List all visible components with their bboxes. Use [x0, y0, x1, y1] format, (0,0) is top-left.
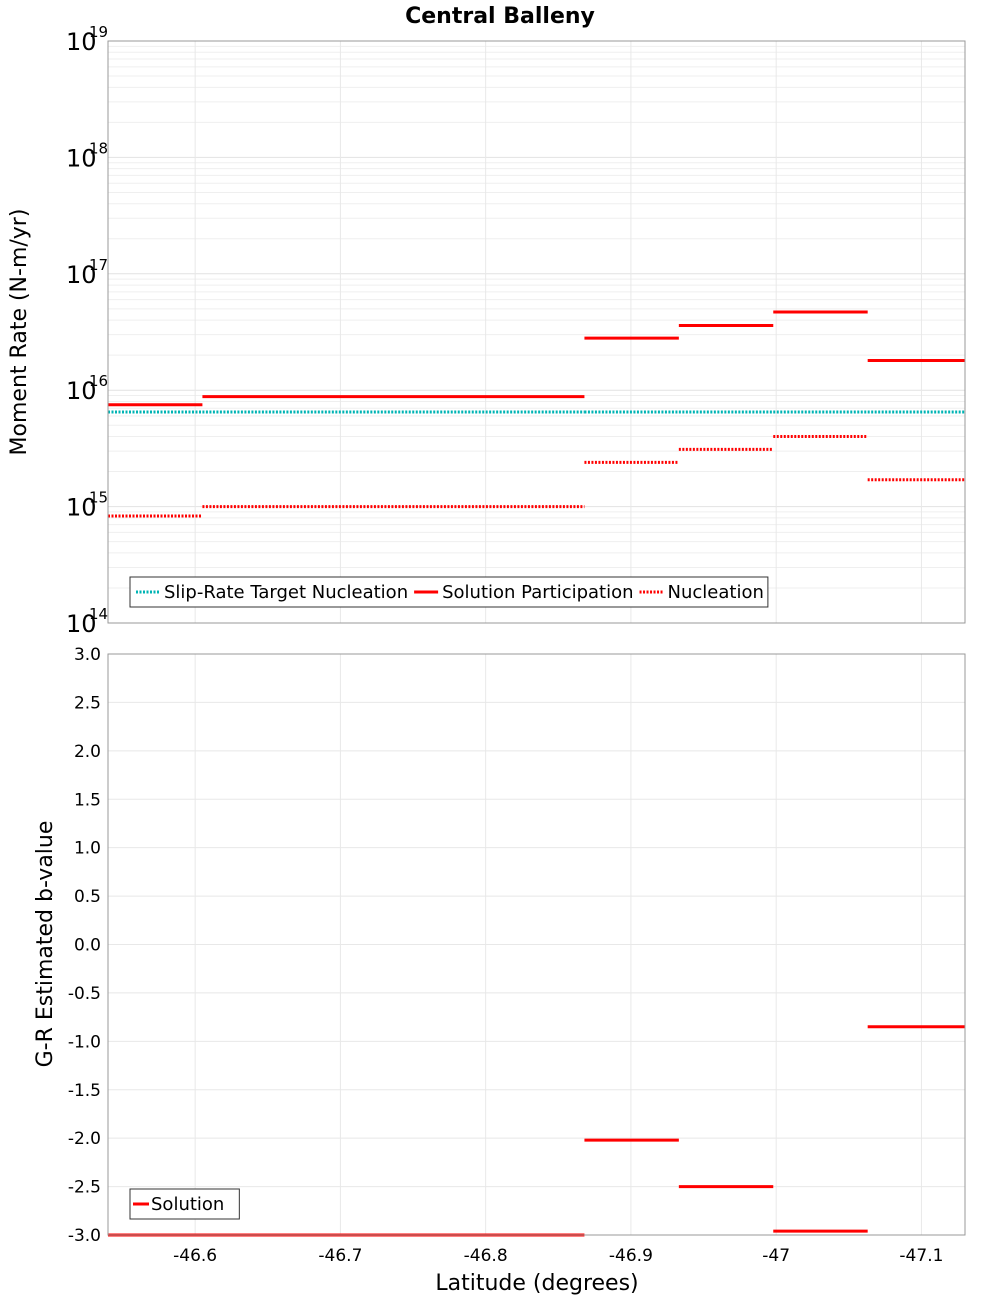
x-tick-label: -47.1	[899, 1246, 943, 1266]
top-legend-label: Slip-Rate Target Nucleation	[164, 582, 408, 603]
bottom-y-ticks: 3.0 2.5 2.0 1.5 1.0 0.5 0.0 -0.5 -1.0 -1.5 -2.0 -2.…	[68, 645, 101, 1246]
x-ticks: -46.6 -46.7 -46.8 -46.9 -47 -47.1	[173, 1246, 943, 1266]
bottom-y-tick-label: -2.5	[68, 1178, 101, 1198]
bottom-y-tick-label: 1.0	[74, 839, 101, 859]
bottom-y-tick-label: 0.5	[74, 887, 101, 907]
top-legend-label: Nucleation	[668, 582, 764, 603]
top-y-tick-base: 10	[66, 261, 97, 289]
top-y-tick-exponent: 15	[89, 489, 108, 507]
top-series	[108, 310, 965, 518]
top-plot-frame	[107, 40, 966, 624]
bottom-y-axis-label: G-R Estimated b-value	[33, 821, 58, 1068]
bottom-y-tick-label: 3.0	[74, 645, 101, 665]
top-legend-label: Solution Participation	[442, 582, 633, 603]
top-y-tick-exponent: 18	[89, 139, 108, 157]
bottom-plot-frame	[107, 653, 966, 1236]
x-tick-label: -47	[762, 1246, 790, 1266]
bottom-y-tick-label: -0.5	[68, 984, 101, 1004]
top-y-tick-base: 10	[66, 610, 97, 638]
top-y-axis-label: Moment Rate (N-m/yr)	[7, 209, 32, 456]
bottom-y-tick-label: -1.5	[68, 1081, 101, 1101]
x-axis-label: Latitude (degrees)	[435, 1271, 638, 1296]
bottom-y-tick-label: -1.0	[68, 1032, 101, 1052]
top-y-tick-exponent: 19	[89, 23, 108, 41]
x-tick-label: -46.6	[173, 1246, 217, 1266]
bottom-legend-label: Solution	[151, 1194, 224, 1215]
top-y-tick-exponent: 16	[89, 372, 108, 390]
bottom-y-tick-label: 2.0	[74, 742, 101, 762]
top-grid	[108, 41, 965, 624]
bottom-y-tick-label: 1.5	[74, 790, 101, 810]
bottom-grid	[108, 653, 965, 1236]
top-y-tick-base: 10	[66, 494, 97, 522]
top-y-tick-base: 10	[66, 377, 97, 405]
bottom-y-tick-label: 0.0	[74, 936, 101, 956]
top-legend: Slip-Rate Target Nucleation Solution Part…	[129, 576, 769, 608]
x-tick-label: -46.8	[464, 1246, 508, 1266]
bottom-y-tick-label: -2.0	[68, 1129, 101, 1149]
top-y-tick-base: 10	[66, 28, 97, 56]
bottom-y-tick-label: 2.5	[74, 693, 101, 713]
x-tick-label: -46.7	[318, 1246, 362, 1266]
x-tick-label: -46.9	[609, 1246, 653, 1266]
top-y-tick-exponent: 17	[89, 256, 108, 274]
bottom-legend: Solution	[129, 1188, 240, 1220]
chart-title: Central Balleny	[405, 4, 595, 29]
top-y-tick-exponent: 14	[89, 605, 108, 623]
top-y-tick-base: 10	[66, 144, 97, 172]
bottom-y-tick-label: -3.0	[68, 1226, 101, 1246]
